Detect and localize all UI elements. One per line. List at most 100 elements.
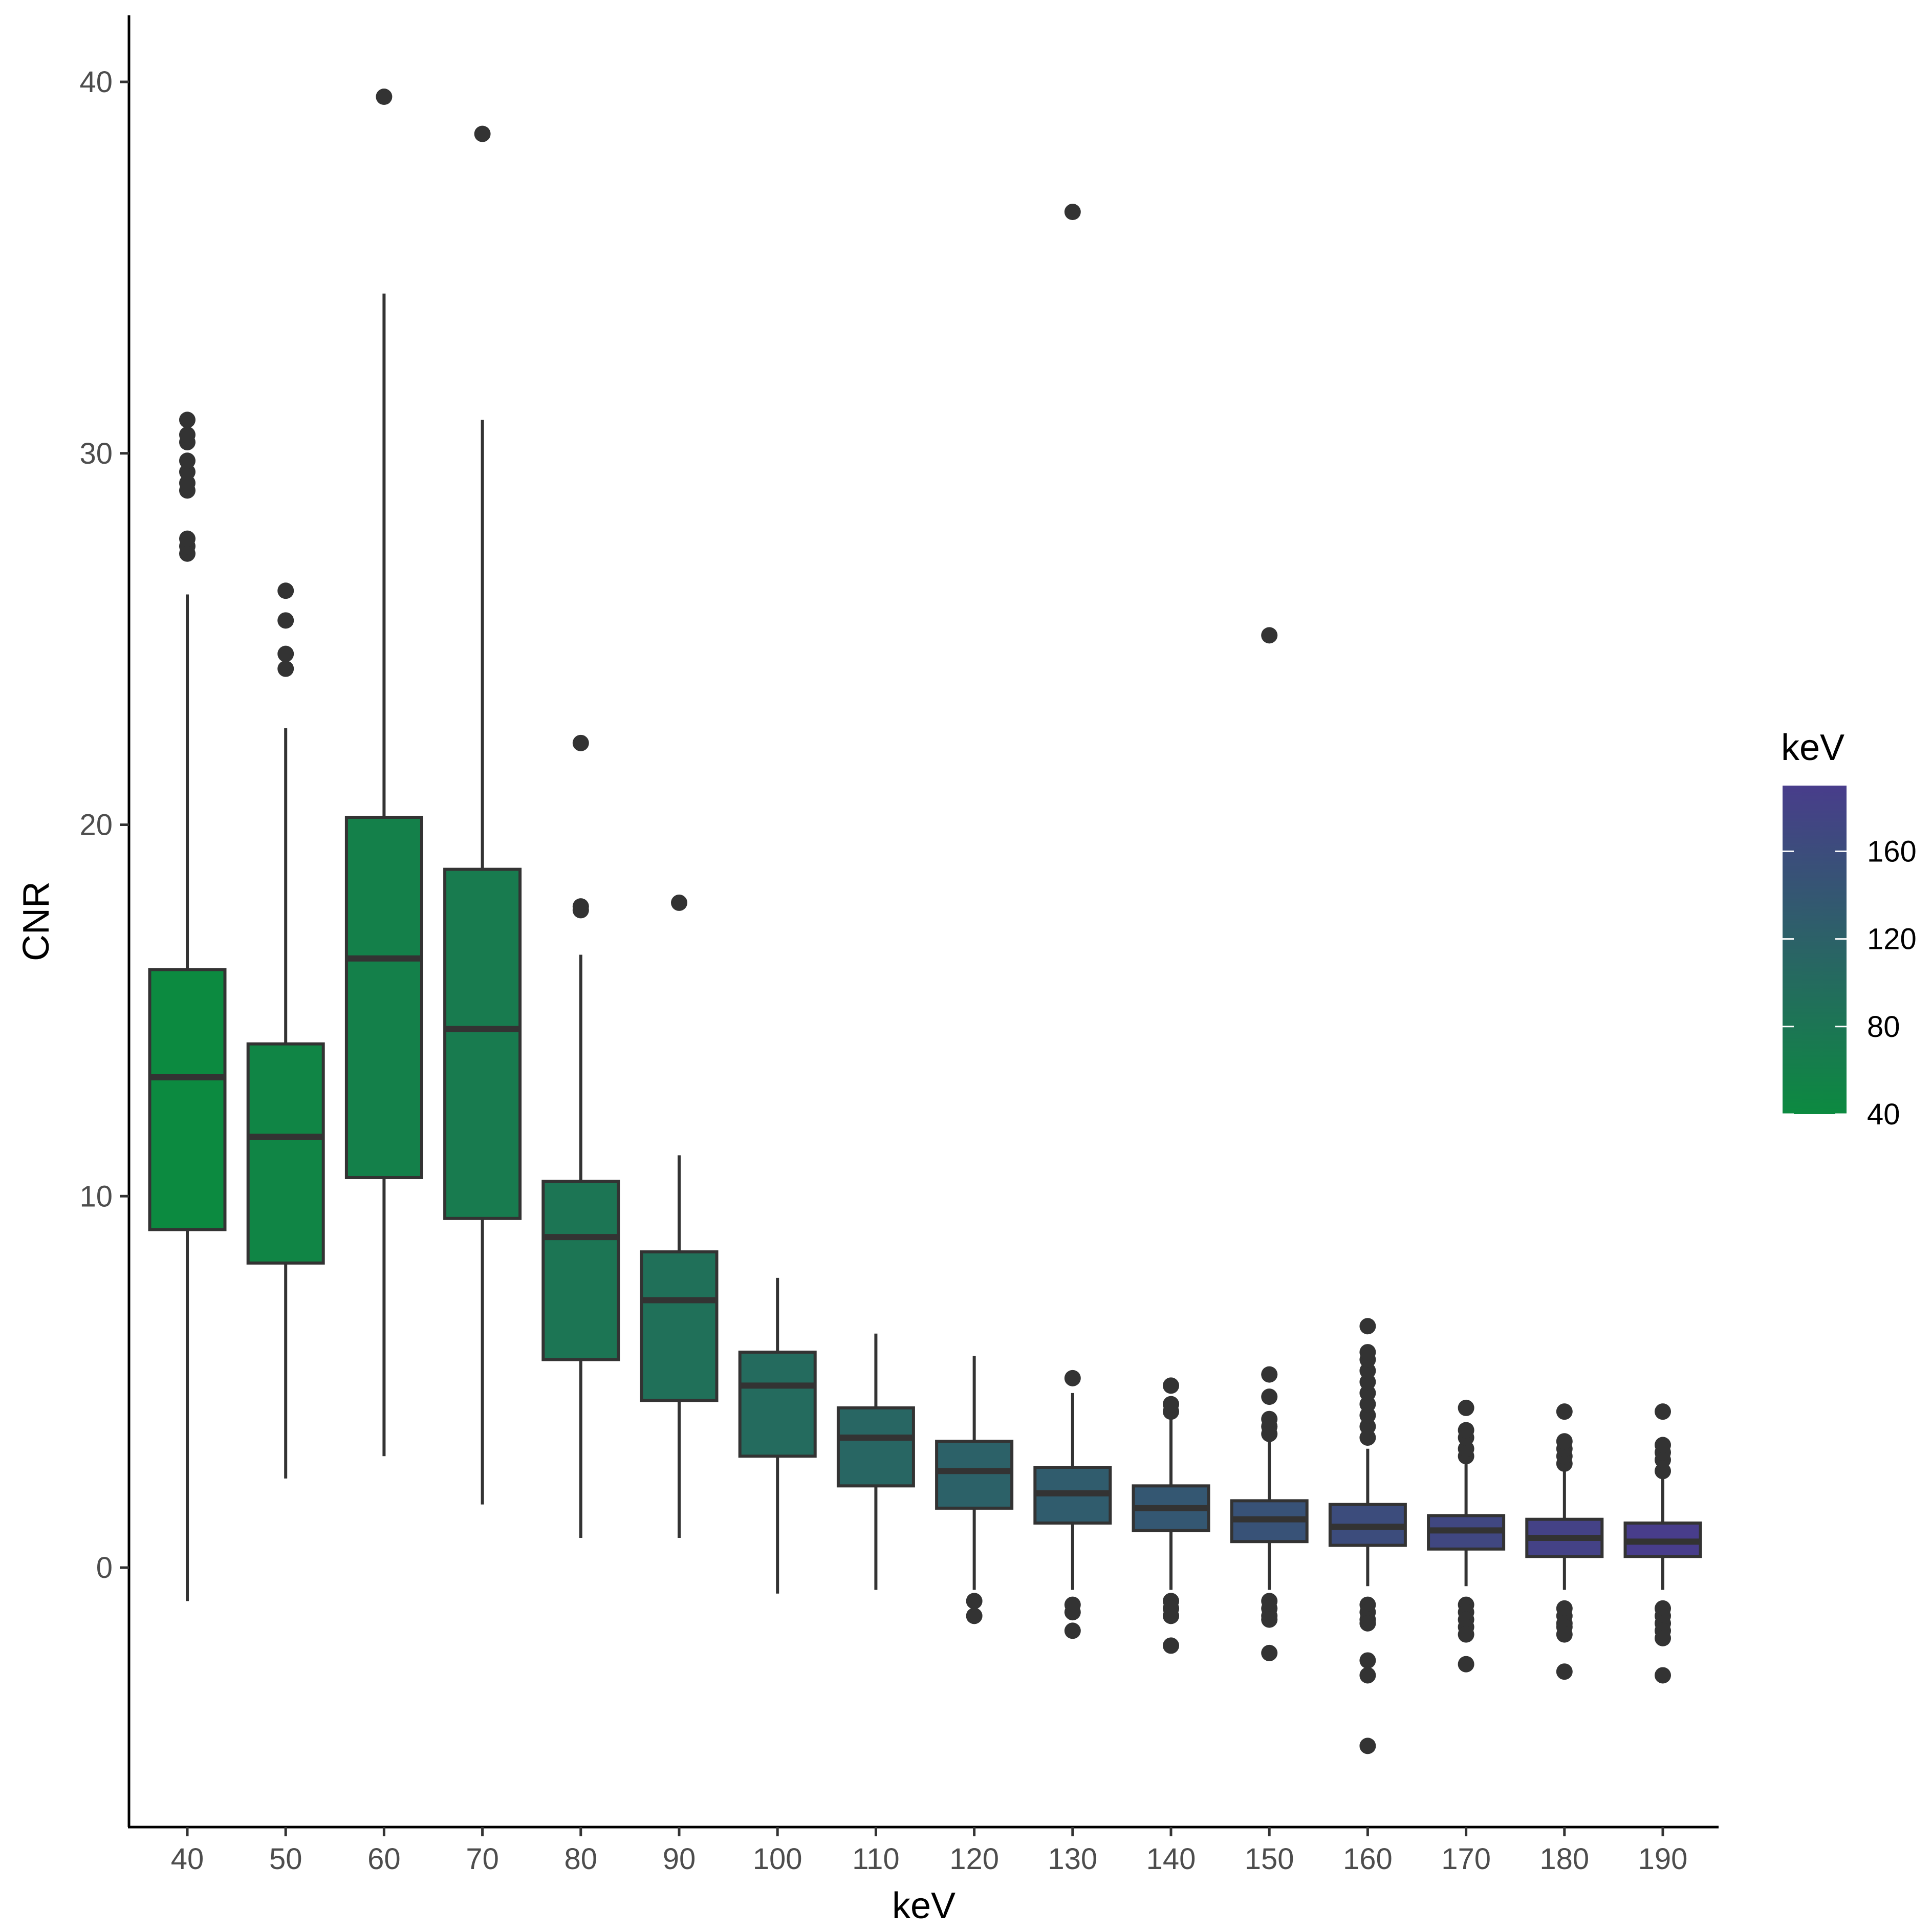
- outlier-point: [1261, 1366, 1278, 1383]
- box-iqr: [935, 1440, 1014, 1510]
- outlier-point: [277, 645, 294, 662]
- legend-tick-label: 160: [1867, 835, 1917, 868]
- x-tick-label: 140: [1146, 1842, 1196, 1876]
- outlier-point: [1261, 1644, 1278, 1661]
- outlier-point: [1655, 1403, 1671, 1420]
- box-160: [1328, 1318, 1407, 1754]
- outlier-point: [1359, 1344, 1376, 1361]
- y-tick-label: 30: [79, 437, 113, 470]
- outlier-point: [1556, 1433, 1573, 1450]
- legend-tick-label: 80: [1867, 1010, 1900, 1044]
- outlier-point: [1359, 1738, 1376, 1754]
- outlier-point: [179, 452, 196, 469]
- plot-area: [148, 89, 1702, 1754]
- outlier-point: [1359, 1318, 1376, 1335]
- outlier-point: [1655, 1437, 1671, 1453]
- box-40: [148, 411, 227, 1601]
- box-90: [640, 894, 719, 1538]
- box-iqr: [148, 968, 227, 1231]
- legend-colorbar: [1783, 786, 1847, 1114]
- outlier-point: [179, 426, 196, 443]
- legend-tick-label: 40: [1867, 1098, 1900, 1131]
- box-150: [1230, 627, 1309, 1661]
- box-iqr: [541, 1180, 620, 1361]
- outlier-point: [1064, 1370, 1081, 1386]
- outlier-point: [1655, 1667, 1671, 1684]
- box-iqr: [344, 815, 423, 1179]
- outlier-point: [966, 1593, 983, 1610]
- box-190: [1623, 1403, 1702, 1684]
- outlier-point: [1261, 1388, 1278, 1405]
- box-60: [344, 89, 423, 1457]
- outlier-point: [1458, 1422, 1474, 1439]
- outlier-point: [1261, 627, 1278, 644]
- legend-tick-label: 120: [1867, 923, 1917, 956]
- outlier-point: [671, 894, 687, 911]
- x-tick-label: 50: [269, 1842, 302, 1876]
- x-tick-label: 130: [1048, 1842, 1097, 1876]
- outlier-point: [179, 411, 196, 428]
- x-tick-label: 180: [1539, 1842, 1589, 1876]
- outlier-point: [1064, 1604, 1081, 1621]
- y-tick-label: 0: [96, 1551, 113, 1584]
- y-tick-label: 40: [79, 66, 113, 99]
- outlier-point: [1261, 1410, 1278, 1427]
- axes: 0 10 20 30 40 40 50 60 70 80 90 100 110 120 130 140 150 1…: [79, 15, 1719, 1876]
- box-110: [836, 1333, 915, 1590]
- y-tick-label: 10: [79, 1180, 113, 1213]
- box-iqr: [246, 1042, 325, 1265]
- outlier-point: [1359, 1667, 1376, 1684]
- box-180: [1525, 1403, 1604, 1680]
- outlier-point: [1458, 1656, 1474, 1673]
- outlier-point: [1359, 1652, 1376, 1669]
- y-axis-title: CNR: [16, 881, 57, 961]
- box-170: [1427, 1399, 1506, 1673]
- x-tick-label: 110: [852, 1842, 899, 1876]
- box-iqr: [443, 867, 522, 1220]
- outlier-point: [1163, 1637, 1179, 1654]
- outlier-point: [1261, 1611, 1278, 1628]
- outlier-point: [572, 898, 589, 915]
- outlier-point: [1064, 1622, 1081, 1639]
- x-tick-label: 100: [753, 1842, 802, 1876]
- x-tick-label: 120: [949, 1842, 999, 1876]
- x-tick-label: 70: [466, 1842, 499, 1876]
- x-tick-label: 80: [565, 1842, 598, 1876]
- box-140: [1132, 1377, 1210, 1654]
- box-80: [541, 734, 620, 1538]
- outlier-point: [1163, 1377, 1179, 1394]
- x-tick-label: 160: [1343, 1842, 1393, 1876]
- outlier-point: [1556, 1403, 1573, 1420]
- outlier-point: [1556, 1626, 1573, 1643]
- x-axis-title: keV: [892, 1885, 956, 1926]
- box-iqr: [836, 1406, 915, 1488]
- box-120: [935, 1356, 1014, 1624]
- outlier-point: [1458, 1399, 1474, 1416]
- box-130: [1033, 204, 1112, 1639]
- x-tick-label: 40: [171, 1842, 204, 1876]
- legend-title: keV: [1781, 727, 1844, 768]
- outlier-point: [179, 530, 196, 547]
- outlier-point: [966, 1608, 983, 1624]
- box-50: [246, 582, 325, 1479]
- outlier-point: [1655, 1630, 1671, 1646]
- legend: 40 80 120 160: [1783, 786, 1917, 1131]
- outlier-point: [1556, 1663, 1573, 1680]
- box-iqr: [738, 1351, 817, 1458]
- outlier-point: [1359, 1615, 1376, 1632]
- outlier-point: [572, 734, 589, 751]
- outlier-point: [1458, 1626, 1474, 1643]
- outlier-point: [474, 125, 491, 142]
- box-iqr: [640, 1250, 719, 1402]
- x-tick-label: 190: [1638, 1842, 1688, 1876]
- outlier-point: [277, 612, 294, 629]
- x-tick-label: 90: [663, 1842, 696, 1876]
- outlier-point: [1163, 1608, 1179, 1624]
- outlier-point: [1163, 1396, 1179, 1413]
- box-100: [738, 1277, 817, 1594]
- y-tick-label: 20: [79, 809, 113, 842]
- outlier-point: [1064, 204, 1081, 221]
- x-tick-label: 60: [367, 1842, 401, 1876]
- x-tick-label: 170: [1441, 1842, 1491, 1876]
